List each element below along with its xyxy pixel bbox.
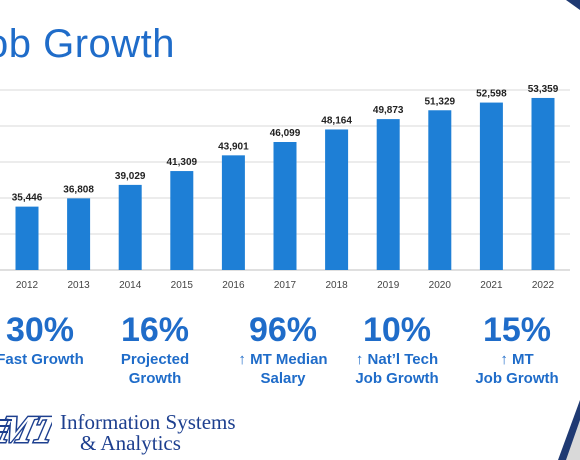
bar-2018 bbox=[325, 129, 349, 270]
slide-title: ob Growth bbox=[0, 22, 176, 66]
logo-line-1: Information Systems bbox=[60, 410, 236, 434]
bar-2019 bbox=[376, 119, 400, 271]
stat-median-salary: 96% ↑ MT Median Salary bbox=[223, 310, 343, 388]
value-label: 52,598 bbox=[476, 89, 507, 100]
value-label: 39,029 bbox=[115, 171, 146, 182]
x-tick-label: 2015 bbox=[171, 280, 194, 291]
value-label: 46,099 bbox=[270, 128, 301, 139]
stat-value: 10% bbox=[362, 311, 432, 349]
bars bbox=[15, 97, 555, 271]
stat-desc: Projected bbox=[120, 351, 190, 368]
bar-2015 bbox=[170, 171, 194, 270]
x-tick-label: 2016 bbox=[222, 280, 245, 291]
bar-2022 bbox=[531, 97, 555, 270]
value-label: 51,329 bbox=[425, 96, 456, 107]
value-label: 48,164 bbox=[321, 115, 352, 126]
x-tick-label: 2017 bbox=[274, 280, 297, 291]
mt-logo-mark: MT bbox=[0, 408, 52, 450]
bar-2014 bbox=[118, 184, 142, 270]
bar-2020 bbox=[428, 110, 452, 270]
x-tick-label: 2013 bbox=[67, 280, 90, 291]
stat-projected-growth: 16% Projected Growth bbox=[95, 310, 215, 388]
stat-fast-growth: 30% Fast Growth bbox=[0, 310, 100, 369]
corner-decoration bbox=[558, 0, 580, 460]
bar-2013 bbox=[67, 198, 91, 270]
stat-value: 96% bbox=[248, 311, 318, 349]
logo-mark-text: MT bbox=[0, 410, 52, 450]
bar-2021 bbox=[479, 102, 503, 270]
value-label: 41,309 bbox=[167, 157, 198, 168]
bar-2017 bbox=[273, 141, 297, 270]
stat-desc: Fast Growth bbox=[0, 351, 84, 368]
value-label: 49,873 bbox=[373, 105, 404, 116]
x-tick-label: 2022 bbox=[532, 280, 555, 291]
x-tick-label: 2020 bbox=[429, 280, 452, 291]
stat-desc: Growth bbox=[128, 370, 182, 387]
value-label: 36,808 bbox=[63, 184, 94, 195]
stat-mt-job-growth: 15% ↑ MT Job Growth bbox=[457, 310, 577, 388]
stat-desc: ↑ Nat’l Tech bbox=[355, 351, 439, 368]
bar-2016 bbox=[221, 155, 245, 270]
stat-natl-tech-growth: 10% ↑ Nat’l Tech Job Growth bbox=[337, 310, 457, 388]
stat-value: 16% bbox=[120, 311, 190, 349]
bar-2012 bbox=[15, 206, 39, 270]
x-tick-label: 2019 bbox=[377, 280, 400, 291]
value-labels: 35,446 36,808 39,029 41,309 43,901 46,099 48,1… bbox=[12, 84, 559, 204]
stat-value: 30% bbox=[5, 311, 75, 349]
stat-desc: ↑ MT Median bbox=[238, 351, 328, 368]
stat-value: 15% bbox=[482, 311, 552, 349]
value-label: 43,901 bbox=[218, 141, 249, 152]
stat-desc: Salary bbox=[260, 370, 306, 387]
logo-line-2: & Analytics bbox=[80, 431, 181, 455]
x-tick-labels: 2012 2013 2014 2015 2016 2017 2018 2019 2020 2021… bbox=[16, 280, 555, 291]
value-label: 35,446 bbox=[12, 193, 43, 204]
stat-desc: Job Growth bbox=[475, 370, 559, 387]
x-tick-label: 2021 bbox=[480, 280, 503, 291]
x-tick-label: 2014 bbox=[119, 280, 142, 291]
stat-desc: ↑ MT bbox=[500, 351, 534, 368]
bar-chart: 35,446 36,808 39,029 41,309 43,901 46,099 48,1… bbox=[0, 84, 570, 291]
value-label: 53,359 bbox=[528, 84, 559, 95]
x-tick-label: 2012 bbox=[16, 280, 39, 291]
x-tick-label: 2018 bbox=[325, 280, 348, 291]
stat-desc: Job Growth bbox=[355, 370, 439, 387]
department-logo: MT Information Systems & Analytics bbox=[0, 400, 254, 460]
